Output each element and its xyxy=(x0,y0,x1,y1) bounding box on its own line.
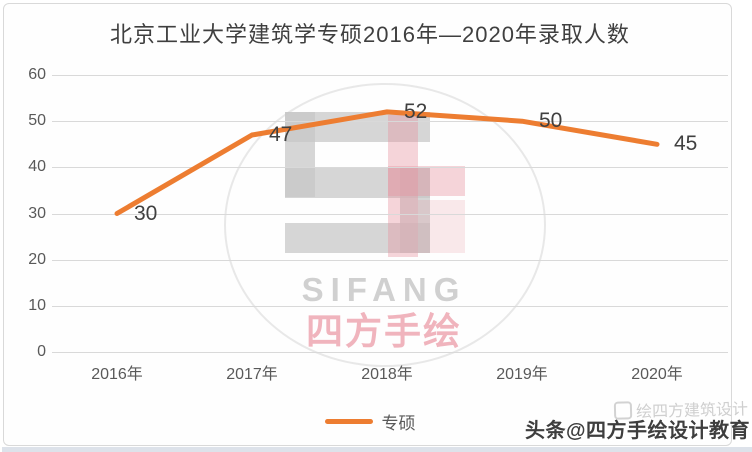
watermark-logo-f xyxy=(388,166,465,196)
y-axis-label: 0 xyxy=(37,343,46,360)
x-axis-label: 2019年 xyxy=(496,366,548,383)
watermark-logo-f xyxy=(418,200,465,253)
legend-line-swatch xyxy=(324,418,373,424)
toutiao-watermark: 头条@四方手绘设计教育 xyxy=(524,420,750,442)
data-label: 30 xyxy=(134,201,158,225)
y-axis-label: 40 xyxy=(28,158,46,176)
data-label: 45 xyxy=(674,132,698,156)
x-axis-label: 2020年 xyxy=(631,366,683,383)
x-axis-label: 2017年 xyxy=(226,366,278,383)
legend: 专硕 xyxy=(0,409,740,433)
grid-line xyxy=(52,121,728,123)
bottom-strip xyxy=(2,447,752,452)
watermark-logo-s xyxy=(285,223,430,253)
data-label: 52 xyxy=(404,99,428,123)
y-axis-label: 20 xyxy=(28,250,46,268)
grid-line xyxy=(52,167,728,169)
y-axis-label: 30 xyxy=(28,204,46,222)
grid-line xyxy=(52,259,728,261)
grid-line xyxy=(52,75,728,76)
y-axis-label: 50 xyxy=(28,112,46,130)
chart-title: 北京工业大学建筑学专硕2016年—2020年录取人数 xyxy=(110,22,630,47)
data-label: 50 xyxy=(539,109,563,133)
watermark-text-en: SIFANG xyxy=(301,271,467,308)
grid-line xyxy=(52,305,728,307)
watermark-circle xyxy=(224,83,546,367)
y-axis-label: 60 xyxy=(28,66,46,83)
watermark-text-cn: 四方手绘 xyxy=(306,311,462,352)
y-axis-label: 10 xyxy=(28,296,46,314)
x-axis-label: 2016年 xyxy=(91,366,143,383)
x-axis-label: 2018年 xyxy=(361,366,413,383)
legend-label: 专硕 xyxy=(381,413,416,433)
data-label: 47 xyxy=(269,123,293,147)
grid-line xyxy=(52,352,728,353)
